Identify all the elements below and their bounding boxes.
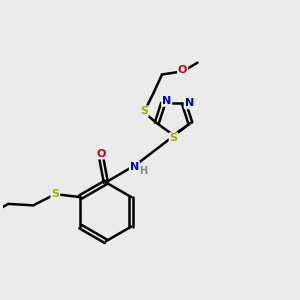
Text: N: N bbox=[184, 98, 194, 108]
Text: H: H bbox=[139, 166, 147, 176]
Text: S: S bbox=[140, 106, 148, 116]
Text: O: O bbox=[178, 65, 188, 75]
Text: S: S bbox=[169, 133, 178, 143]
Text: S: S bbox=[51, 189, 59, 199]
Text: N: N bbox=[162, 96, 171, 106]
Text: O: O bbox=[97, 148, 106, 158]
Text: N: N bbox=[130, 162, 139, 172]
